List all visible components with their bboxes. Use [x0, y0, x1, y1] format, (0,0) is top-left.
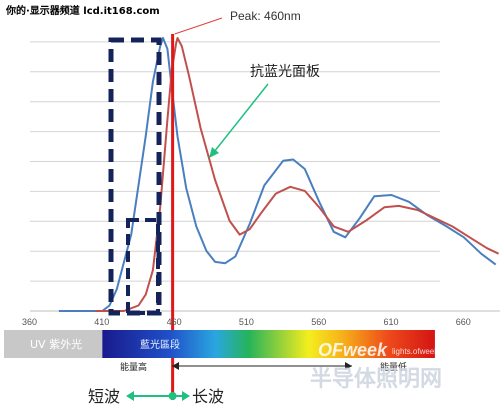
anti-blue-band-box [126, 218, 160, 315]
footer-watermark-cn: 半导体照明网 [310, 367, 442, 392]
x-tick-label: 410 [94, 317, 109, 327]
uv-band [4, 330, 103, 358]
energy-low-label: 能量低 [380, 361, 407, 373]
x-axis: 360 410 460 510 560 610 660 [22, 317, 471, 327]
energy-arrow-head-left [172, 362, 179, 370]
top-watermark: 你的·显示器频道 lcd.it168.com [5, 4, 160, 17]
short-wave-label: 短波 [88, 387, 120, 406]
series-standard-line [58, 37, 497, 312]
uv-label: UV 紫外光 [30, 337, 82, 351]
visible-band [102, 330, 435, 358]
peak-label: Peak: 460nm [230, 9, 301, 23]
footer-watermark-url: lights.ofweek.com [392, 347, 456, 356]
long-wave-label: 长波 [192, 387, 224, 406]
panel-label: 抗蓝光面板 [250, 64, 320, 80]
series-lines [58, 37, 500, 312]
x-tick-label: 360 [22, 317, 37, 327]
x-tick-label: 610 [384, 317, 399, 327]
blue-band-label: 藍光區段 [140, 338, 180, 351]
wave-arrow-right [182, 391, 190, 401]
panel-arrow-head [209, 147, 219, 158]
energy-arrow-head-right [345, 362, 352, 370]
energy-high-label: 能量高 [120, 361, 147, 373]
x-tick-label: 560 [311, 317, 326, 327]
panel-arrow-line [213, 83, 269, 153]
x-tick-label: 510 [239, 317, 254, 327]
series-anti-blue-line [95, 37, 500, 312]
wave-arrow-left [126, 391, 134, 401]
peak-pointer [174, 17, 223, 35]
x-tick-label: 460 [167, 317, 182, 327]
footer-watermark-brand: OFweek [318, 340, 388, 360]
x-tick-label: 660 [456, 317, 471, 327]
wave-center-dot [168, 392, 177, 400]
grid-lines [30, 41, 500, 312]
